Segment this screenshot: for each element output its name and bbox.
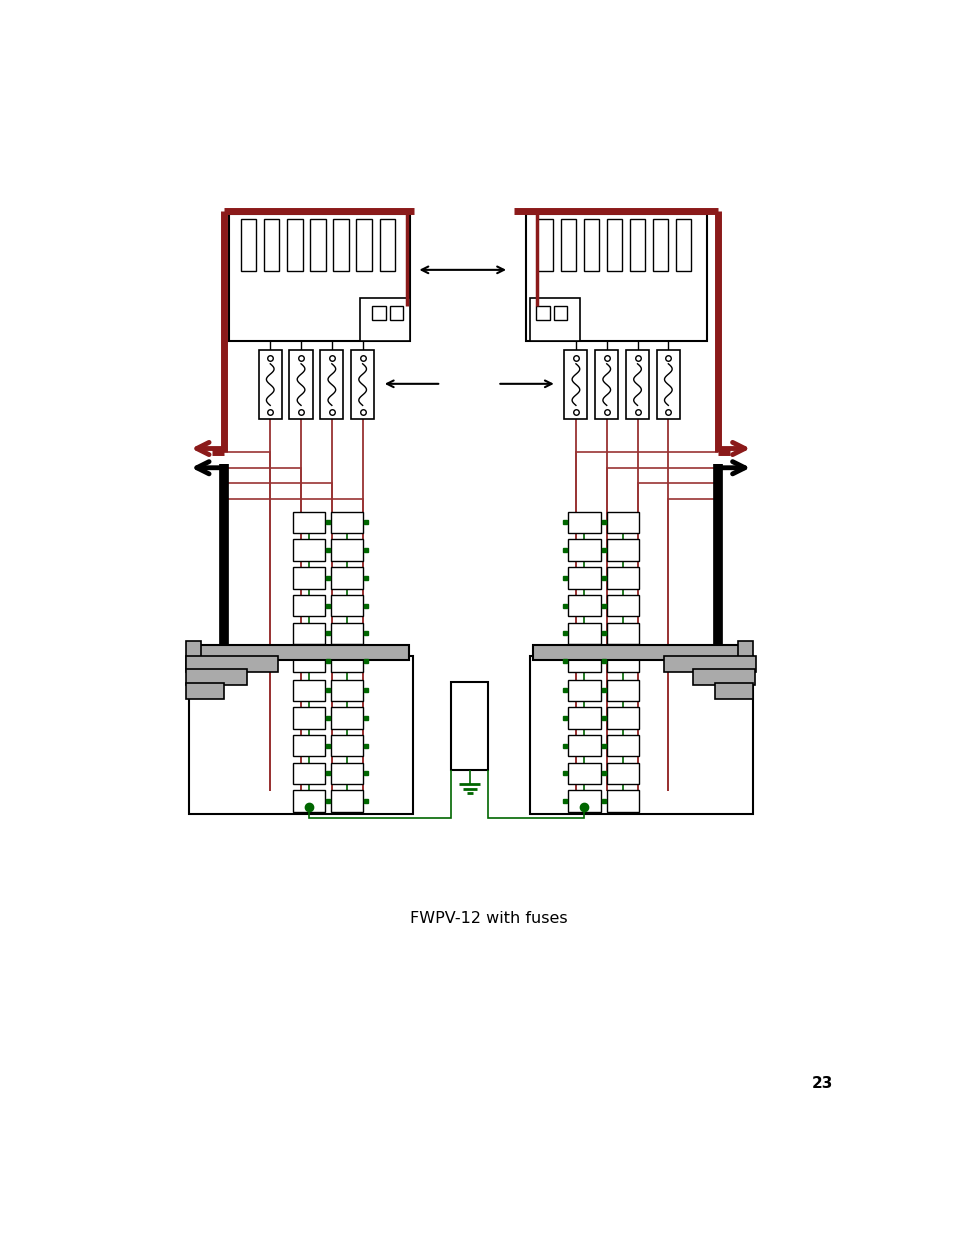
Bar xyxy=(606,511,639,534)
Bar xyxy=(606,540,639,561)
Bar xyxy=(293,735,325,757)
Bar xyxy=(331,540,363,561)
Bar xyxy=(606,219,621,272)
Bar xyxy=(656,350,679,419)
Bar xyxy=(537,219,552,272)
Bar xyxy=(356,219,372,272)
Bar xyxy=(606,708,639,729)
Bar xyxy=(568,622,600,645)
Bar xyxy=(583,219,598,272)
Bar xyxy=(331,567,363,589)
Bar xyxy=(568,595,600,616)
Bar xyxy=(293,790,325,811)
Bar xyxy=(293,763,325,784)
Bar xyxy=(185,641,201,668)
Bar xyxy=(560,219,576,272)
Bar xyxy=(606,567,639,589)
Bar xyxy=(293,679,325,701)
Bar xyxy=(241,219,256,272)
Bar xyxy=(331,735,363,757)
Bar xyxy=(389,306,403,320)
Bar xyxy=(568,651,600,672)
Bar xyxy=(293,511,325,534)
Bar xyxy=(629,219,644,272)
Bar xyxy=(568,763,600,784)
Bar xyxy=(331,763,363,784)
Bar xyxy=(287,219,302,272)
Bar xyxy=(606,595,639,616)
Bar xyxy=(525,214,706,341)
Bar xyxy=(606,679,639,701)
Bar xyxy=(372,306,385,320)
Bar xyxy=(331,511,363,534)
Bar xyxy=(185,683,224,699)
Bar xyxy=(379,219,395,272)
Bar xyxy=(568,540,600,561)
Bar xyxy=(293,567,325,589)
Bar xyxy=(529,299,579,341)
Bar xyxy=(258,350,281,419)
Bar xyxy=(451,682,488,771)
Bar xyxy=(331,679,363,701)
Bar xyxy=(568,735,600,757)
Bar xyxy=(293,651,325,672)
Bar xyxy=(606,622,639,645)
Bar xyxy=(333,219,349,272)
Bar xyxy=(536,306,549,320)
Bar xyxy=(568,708,600,729)
Text: 23: 23 xyxy=(811,1076,832,1092)
Bar xyxy=(568,679,600,701)
Bar xyxy=(625,350,648,419)
Bar xyxy=(714,683,752,699)
Bar xyxy=(310,219,325,272)
Bar xyxy=(652,219,668,272)
Bar xyxy=(293,708,325,729)
Bar xyxy=(289,350,313,419)
Bar xyxy=(568,790,600,811)
Bar xyxy=(606,763,639,784)
Bar xyxy=(568,567,600,589)
Text: FWPV-12 with fuses: FWPV-12 with fuses xyxy=(410,910,567,926)
Bar xyxy=(360,299,410,341)
Bar xyxy=(529,656,752,814)
Bar xyxy=(331,708,363,729)
Bar xyxy=(193,645,409,661)
Bar xyxy=(293,622,325,645)
Bar xyxy=(692,669,754,685)
Bar xyxy=(293,540,325,561)
Bar xyxy=(185,669,247,685)
Bar xyxy=(331,622,363,645)
Bar xyxy=(185,656,277,672)
Bar xyxy=(568,511,600,534)
Bar xyxy=(595,350,618,419)
Bar xyxy=(553,306,567,320)
Bar xyxy=(737,641,752,668)
Bar xyxy=(564,350,587,419)
Bar xyxy=(293,595,325,616)
Bar xyxy=(320,350,343,419)
Bar xyxy=(264,219,279,272)
Bar xyxy=(606,735,639,757)
Bar xyxy=(533,645,748,661)
Bar xyxy=(351,350,374,419)
Bar xyxy=(606,651,639,672)
Bar xyxy=(331,595,363,616)
Bar xyxy=(606,790,639,811)
Bar xyxy=(229,214,410,341)
Bar xyxy=(676,219,691,272)
Bar xyxy=(331,651,363,672)
Bar xyxy=(190,656,413,814)
Bar xyxy=(663,656,756,672)
Bar xyxy=(331,790,363,811)
